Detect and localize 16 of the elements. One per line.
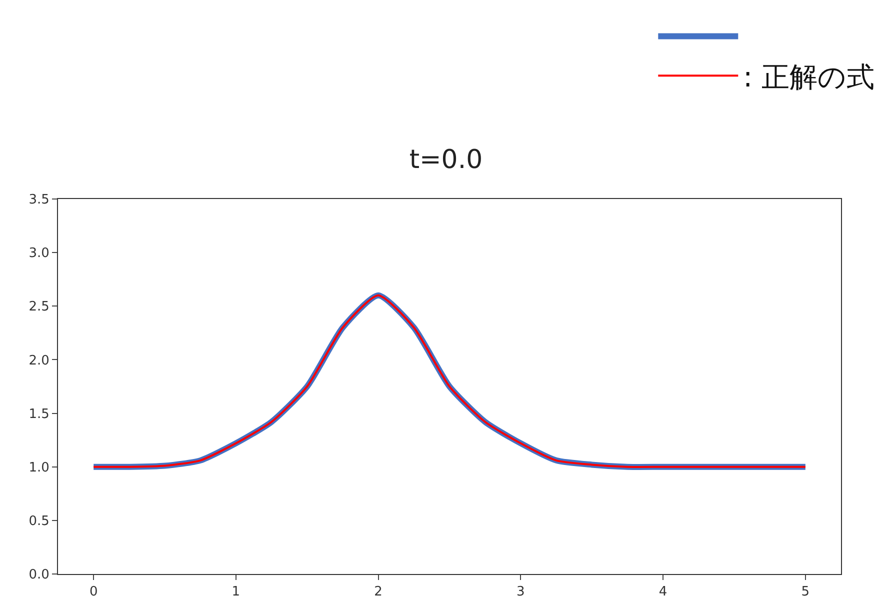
y-tick-label: 0.0: [28, 568, 50, 583]
y-tick-label: 2.0: [28, 353, 50, 368]
x-tick-label: 4: [658, 584, 668, 600]
y-tick-label: 2.5: [28, 300, 50, 315]
y-tick-label: 0.5: [28, 514, 50, 529]
x-tick-label: 1: [232, 584, 240, 600]
legend-label: : 正解の式: [743, 60, 874, 94]
x-tick-label: 5: [801, 584, 810, 600]
x-tick-label: 0: [89, 584, 98, 600]
y-tick-label: 3.0: [28, 246, 50, 262]
chart-title: t=0.0: [409, 145, 483, 175]
x-tick-label: 3: [516, 584, 525, 600]
y-tick-label: 1.0: [28, 460, 50, 476]
x-tick-label: 2: [374, 584, 382, 600]
y-tick-label: 1.5: [28, 406, 50, 422]
y-tick-label: 3.5: [28, 192, 50, 208]
